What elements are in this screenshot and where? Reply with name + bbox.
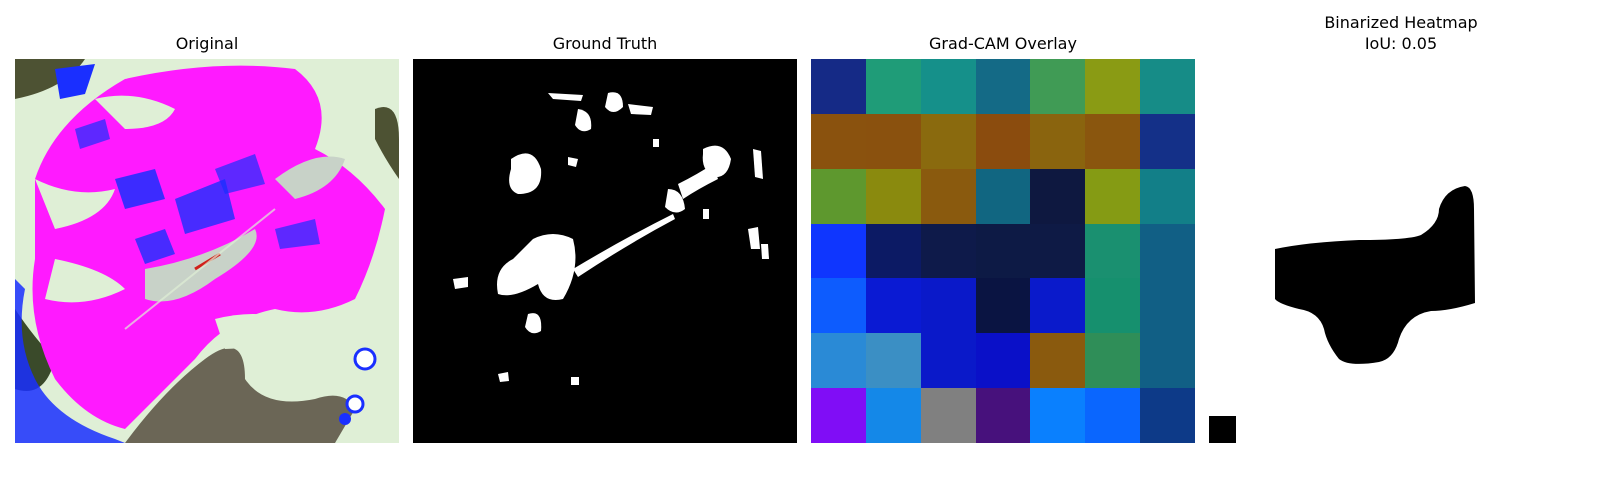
heatmap-cell xyxy=(1085,333,1140,388)
heatmap-cell xyxy=(1085,388,1140,443)
heatmap-cell xyxy=(866,114,921,169)
heatmap-cell xyxy=(866,59,921,114)
heatmap-cell xyxy=(921,278,976,333)
heatmap-cell xyxy=(811,278,866,333)
heatmap-cell xyxy=(811,59,866,114)
heatmap-cell xyxy=(1140,59,1195,114)
heatmap-cell xyxy=(1140,169,1195,224)
heatmap-cell xyxy=(866,169,921,224)
heatmap-cell xyxy=(1140,388,1195,443)
heatmap-cell xyxy=(1085,114,1140,169)
heatmap-cell xyxy=(1030,278,1085,333)
heatmap-cell xyxy=(811,114,866,169)
iou-subtitle: IoU: 0.05 xyxy=(1209,34,1593,54)
heatmap-cell xyxy=(921,114,976,169)
gradcam-heatmap-grid xyxy=(811,59,1195,443)
heatmap-cell xyxy=(976,333,1031,388)
heatmap-cell xyxy=(811,169,866,224)
heatmap-cell xyxy=(976,114,1031,169)
heatmap-cell xyxy=(811,333,866,388)
heatmap-cell xyxy=(1085,224,1140,279)
heatmap-cell xyxy=(1085,278,1140,333)
ground-truth-title: Ground Truth xyxy=(413,34,797,54)
heatmap-cell xyxy=(976,59,1031,114)
binarized-title: Binarized Heatmap xyxy=(1209,13,1593,33)
original-image xyxy=(15,59,399,443)
heatmap-cell xyxy=(811,388,866,443)
heatmap-cell xyxy=(976,388,1031,443)
heatmap-cell xyxy=(1085,169,1140,224)
ground-truth-mask xyxy=(413,59,797,443)
heatmap-cell xyxy=(1085,59,1140,114)
heatmap-cell xyxy=(866,388,921,443)
heatmap-cell xyxy=(1030,224,1085,279)
heatmap-cell xyxy=(921,169,976,224)
gradcam-title: Grad-CAM Overlay xyxy=(811,34,1195,54)
heatmap-cell xyxy=(921,333,976,388)
heatmap-cell xyxy=(921,388,976,443)
heatmap-cell xyxy=(866,224,921,279)
heatmap-cell xyxy=(1140,224,1195,279)
heatmap-cell xyxy=(1030,59,1085,114)
heatmap-cell xyxy=(921,59,976,114)
heatmap-cell xyxy=(866,278,921,333)
heatmap-cell xyxy=(976,278,1031,333)
heatmap-cell xyxy=(976,169,1031,224)
original-title: Original xyxy=(15,34,399,54)
heatmap-cell xyxy=(1140,278,1195,333)
heatmap-cell xyxy=(976,224,1031,279)
heatmap-cell xyxy=(1140,333,1195,388)
heatmap-cell xyxy=(1140,114,1195,169)
heatmap-cell xyxy=(1030,333,1085,388)
heatmap-cell xyxy=(811,224,866,279)
heatmap-cell xyxy=(866,333,921,388)
heatmap-cell xyxy=(1030,169,1085,224)
heatmap-cell xyxy=(921,224,976,279)
heatmap-cell xyxy=(1030,114,1085,169)
heatmap-cell xyxy=(1030,388,1085,443)
binarized-heatmap xyxy=(1209,59,1593,443)
colorbar-stub xyxy=(1209,416,1236,443)
